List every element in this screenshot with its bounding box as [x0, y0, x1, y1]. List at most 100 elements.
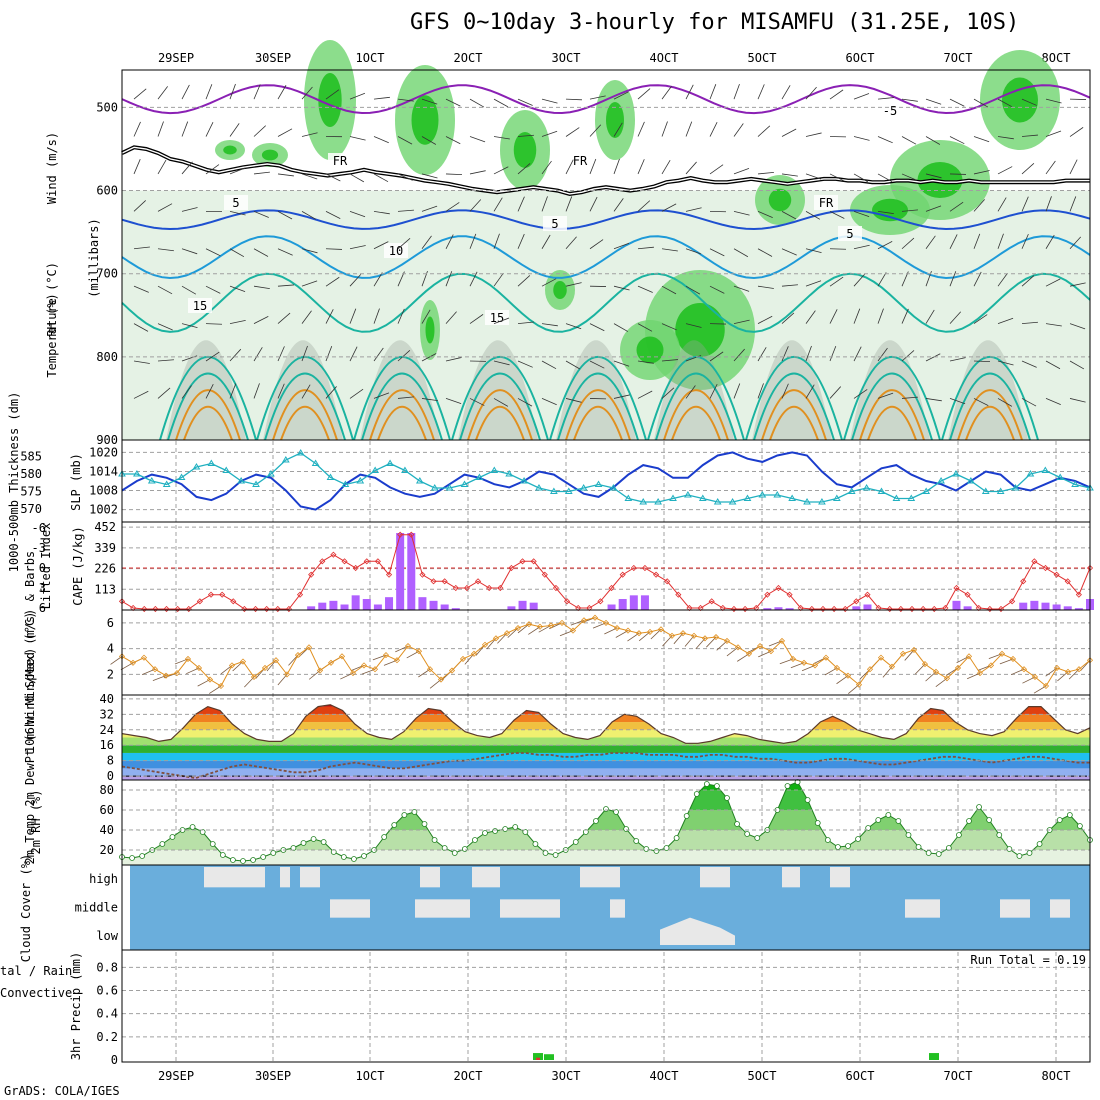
wind-marker — [624, 627, 632, 634]
wind-barb — [781, 173, 798, 177]
wind-barb-10m — [824, 667, 838, 676]
li-marker — [1086, 564, 1094, 572]
temp-band — [122, 760, 1090, 769]
wind-barb — [373, 173, 389, 183]
li-marker — [920, 605, 927, 613]
temp-contour-dome — [565, 389, 631, 441]
wind-barb — [685, 385, 696, 399]
wind-barb — [901, 136, 917, 145]
thickness-marker — [252, 480, 260, 487]
wind-barb — [301, 345, 308, 362]
wind-barb — [349, 274, 362, 287]
thickness-marker — [713, 498, 722, 505]
rh-core — [675, 303, 725, 357]
wind-marker — [965, 653, 973, 660]
rh-marker — [734, 821, 740, 827]
y-tick-thickness: 580 — [20, 467, 42, 481]
thickness-marker — [133, 470, 141, 477]
wind-barb-10m — [914, 663, 926, 675]
wind-barb — [637, 285, 653, 293]
temp-contour-dome — [183, 406, 233, 441]
wind-barb — [733, 167, 750, 175]
rh-marker — [219, 852, 226, 858]
wind-barb — [301, 310, 312, 324]
temp-band — [122, 737, 1090, 746]
thickness-marker — [267, 470, 275, 477]
footer-credit: GrADS: COLA/IGES — [4, 1084, 120, 1098]
wind-barb — [949, 357, 966, 362]
temp-contour-dome — [475, 406, 525, 441]
wind-barb — [181, 84, 190, 100]
wind-barb — [589, 158, 597, 175]
wind-barb — [421, 353, 437, 362]
wind-barb — [205, 323, 223, 325]
wind-barb — [709, 285, 725, 294]
li-marker — [775, 584, 782, 592]
wind-marker — [1064, 668, 1072, 675]
upper-air-ylabels: Wind (m/s) Temperature (°C)RH (%) (milliba… — [45, 132, 101, 378]
y-tick-cape: 452 — [94, 520, 116, 534]
wind-barb-10m — [695, 638, 706, 650]
wind-barb — [1045, 130, 1062, 137]
y-tick-pressure: 800 — [96, 350, 118, 364]
temp-contour-dome — [859, 389, 925, 441]
li-marker — [185, 605, 192, 613]
wind-barb — [733, 319, 750, 324]
cape-bar — [385, 597, 394, 610]
wind-barb — [277, 284, 294, 287]
wind-barb — [997, 233, 1004, 249]
wind-marker — [459, 655, 467, 663]
wind-barb — [1021, 98, 1037, 106]
wind-marker — [745, 650, 753, 657]
cloud-high — [782, 867, 800, 888]
rh-band — [122, 830, 1090, 850]
li-marker — [653, 571, 660, 578]
y-tick-temp: 40 — [100, 692, 114, 706]
rh-marker — [230, 857, 236, 863]
wind-barb — [397, 209, 414, 212]
thickness-marker — [966, 477, 975, 484]
wind-barb — [421, 309, 431, 324]
li-marker — [308, 571, 315, 578]
wind-barb — [925, 98, 942, 105]
li-marker — [997, 605, 1005, 613]
rh-marker — [613, 809, 619, 815]
rh-marker — [492, 828, 498, 834]
rh-band — [122, 850, 1090, 865]
li-marker — [341, 558, 348, 565]
wind-barb — [877, 272, 887, 287]
thickness-marker — [1026, 470, 1035, 477]
wind-barb — [541, 234, 551, 249]
wind-marker — [701, 635, 709, 642]
wind-barb — [613, 158, 620, 175]
wind-marker — [1053, 664, 1061, 672]
rh-marker — [401, 812, 408, 818]
wind-barb — [733, 383, 741, 399]
wind-barb — [805, 384, 815, 399]
wind-barb — [925, 353, 941, 362]
wind-barb — [877, 210, 894, 215]
cloud-middle — [1000, 899, 1030, 918]
thickness-marker — [996, 487, 1005, 494]
wind-marker — [547, 622, 555, 629]
wind-barb — [421, 98, 438, 105]
wind-barb — [253, 248, 269, 257]
temp-band — [122, 714, 1090, 723]
rh-marker — [169, 834, 176, 840]
wind-barb — [253, 84, 261, 100]
wind-barb — [205, 121, 214, 137]
rh-marker — [835, 844, 841, 850]
thickness-marker — [862, 484, 871, 491]
thickness-marker — [207, 459, 216, 466]
cape-bar — [373, 604, 382, 610]
wind-barb — [901, 350, 915, 362]
wind-barb-10m — [186, 667, 200, 675]
wind-barb — [997, 317, 1014, 324]
wind-barb — [493, 233, 500, 249]
wind-barb — [181, 323, 198, 329]
wind-barb — [565, 282, 582, 287]
ylabel-thickness: 1000-500mb Thickness (dm) — [7, 392, 21, 573]
cloud-high — [280, 867, 290, 888]
wind-marker — [228, 662, 236, 669]
wind-barb — [949, 136, 965, 145]
